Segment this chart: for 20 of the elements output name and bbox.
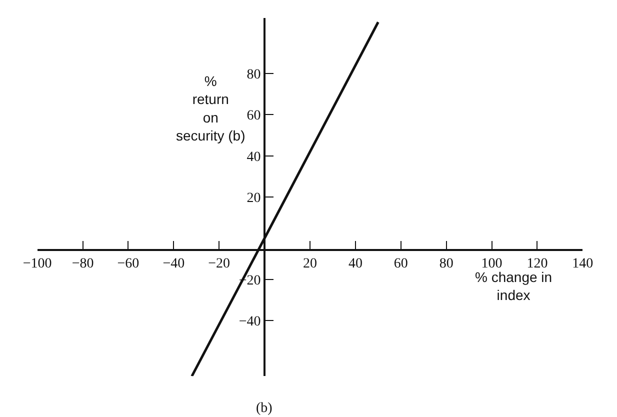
x-tick-label: 100 (481, 256, 502, 272)
y-axis-title: % return on security (b) (176, 73, 246, 144)
x-tick-label: 60 (394, 256, 408, 272)
x-tick-label: −40 (162, 256, 185, 272)
y-tick-label: −40 (238, 314, 261, 330)
y-tick-label: 40 (246, 150, 261, 165)
y-tick-label: 60 (246, 108, 261, 124)
x-tick-label: −80 (72, 256, 94, 272)
x-tick-label: −100 (22, 256, 52, 272)
x-tick-label: 80 (439, 256, 454, 272)
y-tick-label: 80 (246, 67, 261, 82)
x-tick-label: −20 (208, 256, 230, 272)
x-tick-label: 20 (303, 256, 317, 272)
x-axis-title: % change in index (475, 269, 552, 304)
x-tick-label: 120 (526, 256, 548, 272)
x-tick-label: 140 (572, 256, 594, 272)
x-tick-label: −60 (117, 256, 140, 272)
text: (b) (256, 401, 273, 416)
y-tick-label: 20 (246, 190, 261, 206)
x-tick-label: 40 (348, 256, 362, 272)
